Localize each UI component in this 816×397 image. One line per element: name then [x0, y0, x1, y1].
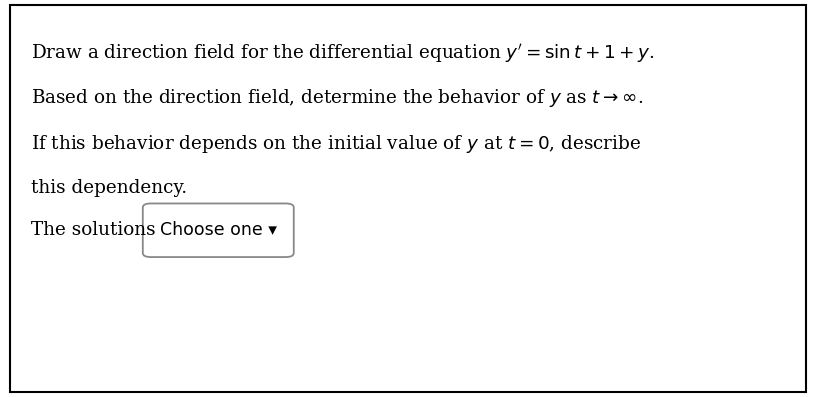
Text: Draw a direction field for the differential equation $y' = \sin t + 1 + y$.: Draw a direction field for the different… — [31, 42, 654, 65]
Text: The solutions: The solutions — [31, 221, 156, 239]
FancyBboxPatch shape — [143, 203, 294, 257]
Text: Choose one ▾: Choose one ▾ — [160, 221, 277, 239]
Text: this dependency.: this dependency. — [31, 179, 187, 197]
FancyBboxPatch shape — [10, 5, 806, 392]
Text: Based on the direction field, determine the behavior of $y$ as $t \to \infty$.: Based on the direction field, determine … — [31, 87, 643, 109]
Text: If this behavior depends on the initial value of $y$ at $t = 0$, describe: If this behavior depends on the initial … — [31, 133, 641, 155]
